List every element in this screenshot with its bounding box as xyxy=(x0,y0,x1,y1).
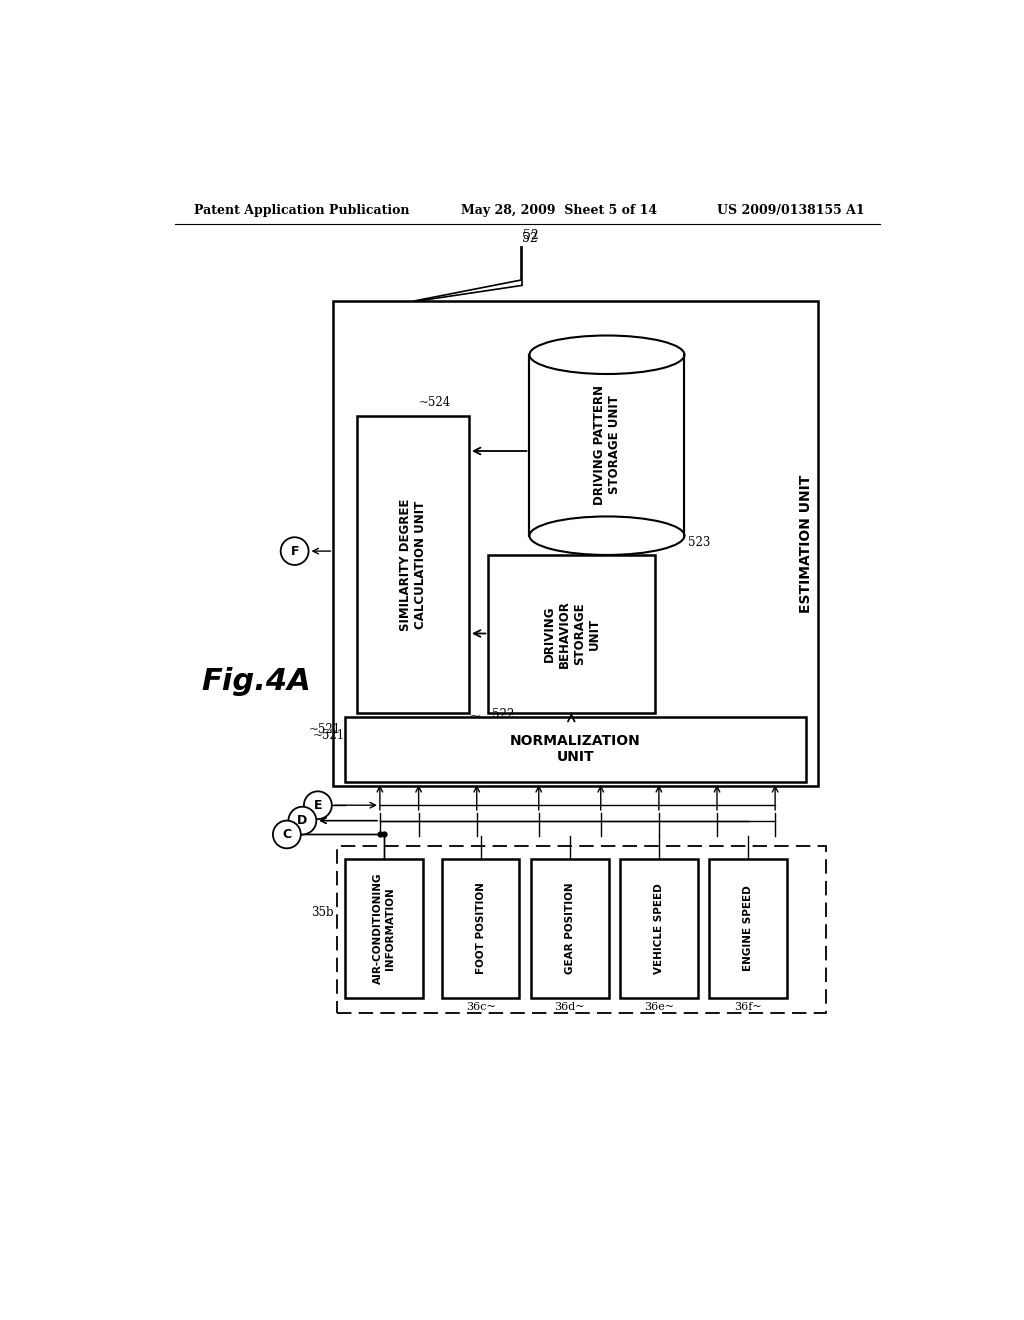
Text: VEHICLE SPEED: VEHICLE SPEED xyxy=(654,883,664,974)
Text: 36c~: 36c~ xyxy=(466,1002,496,1011)
Text: 523: 523 xyxy=(688,536,711,549)
Bar xyxy=(442,859,519,998)
Bar xyxy=(356,416,469,713)
Text: 522: 522 xyxy=(493,708,514,721)
Bar xyxy=(621,859,697,998)
Text: ~521: ~521 xyxy=(313,730,345,742)
Circle shape xyxy=(304,792,332,818)
Text: ENGINE SPEED: ENGINE SPEED xyxy=(743,886,753,972)
Bar xyxy=(531,355,683,535)
Text: SIMILARITY DEGREE
CALCULATION UNIT: SIMILARITY DEGREE CALCULATION UNIT xyxy=(398,499,427,631)
Text: US 2009/0138155 A1: US 2009/0138155 A1 xyxy=(717,205,864,218)
Text: E: E xyxy=(313,799,323,812)
Text: AIR-CONDITIONING
INFORMATION: AIR-CONDITIONING INFORMATION xyxy=(373,873,394,985)
Text: DRIVING
BEHAVIOR
STORAGE
UNIT: DRIVING BEHAVIOR STORAGE UNIT xyxy=(543,599,601,668)
Bar xyxy=(334,301,818,785)
Text: Patent Application Publication: Patent Application Publication xyxy=(194,205,410,218)
Bar xyxy=(345,717,806,781)
Text: May 28, 2009  Sheet 5 of 14: May 28, 2009 Sheet 5 of 14 xyxy=(461,205,657,218)
Text: C: C xyxy=(283,828,292,841)
Text: ESTIMATION UNIT: ESTIMATION UNIT xyxy=(799,474,813,612)
Text: GEAR POSITION: GEAR POSITION xyxy=(565,883,574,974)
Bar xyxy=(345,859,423,998)
Text: NORMALIZATION
UNIT: NORMALIZATION UNIT xyxy=(510,734,641,764)
Text: F: F xyxy=(291,545,299,557)
Text: ~: ~ xyxy=(468,710,480,725)
Text: 52: 52 xyxy=(523,228,539,242)
Bar xyxy=(337,846,825,1014)
Circle shape xyxy=(273,821,301,849)
Text: ~521: ~521 xyxy=(309,723,341,737)
Text: DRIVING PATTERN
STORAGE UNIT: DRIVING PATTERN STORAGE UNIT xyxy=(593,385,621,504)
Ellipse shape xyxy=(529,516,684,554)
Circle shape xyxy=(281,537,308,565)
Text: 35b: 35b xyxy=(310,907,334,920)
Bar xyxy=(531,859,608,998)
Text: D: D xyxy=(297,814,307,828)
Text: 36d~: 36d~ xyxy=(555,1002,585,1011)
Text: ~524: ~524 xyxy=(419,396,451,409)
Ellipse shape xyxy=(529,335,684,374)
Text: 52: 52 xyxy=(521,231,538,244)
Bar xyxy=(710,859,786,998)
Circle shape xyxy=(289,807,316,834)
Text: FOOT POSITION: FOOT POSITION xyxy=(475,883,485,974)
Bar xyxy=(529,355,684,536)
Bar xyxy=(488,554,655,713)
Text: 36e~: 36e~ xyxy=(644,1002,674,1011)
Text: Fig.4A: Fig.4A xyxy=(202,668,311,697)
Text: 36f~: 36f~ xyxy=(734,1002,762,1011)
